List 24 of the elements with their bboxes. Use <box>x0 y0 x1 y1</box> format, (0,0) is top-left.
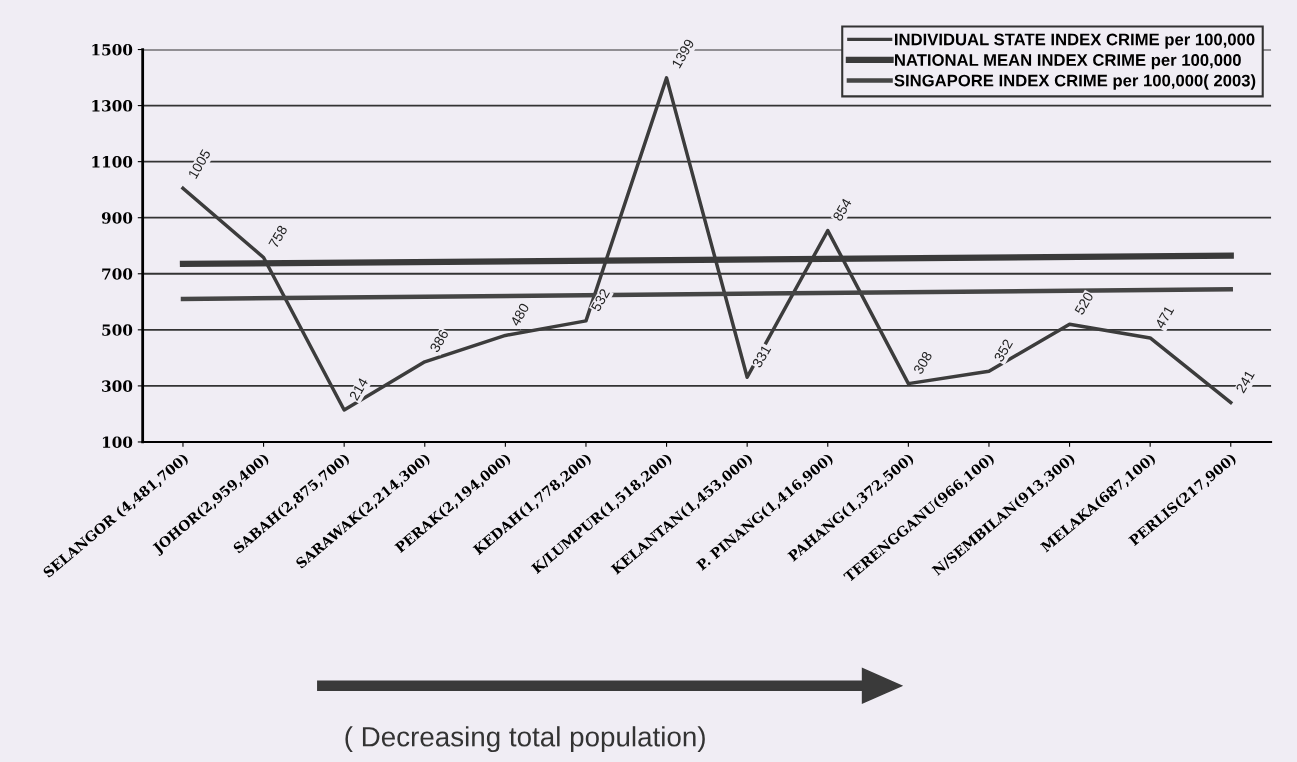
y-tick-label: 900 <box>101 212 133 224</box>
data-label: 854 <box>832 197 853 222</box>
data-label: 331 <box>751 344 772 369</box>
y-tick-label: 1100 <box>92 156 133 168</box>
data-label: 386 <box>429 328 449 353</box>
y-tick-label: 1500 <box>92 44 133 56</box>
y-tick-label: 1300 <box>92 100 133 112</box>
data-label: 241 <box>1235 369 1255 394</box>
y-tick-label: 300 <box>102 380 133 392</box>
data-label: 520 <box>1074 291 1094 316</box>
text: ( Decreasing total population) <box>345 726 705 753</box>
y-tick-label: 700 <box>102 268 133 280</box>
y-tick-label: 100 <box>102 436 133 448</box>
data-label: 214 <box>348 376 369 401</box>
data-label: 480 <box>509 302 530 327</box>
legend-label: NATIONAL MEAN INDEX CRIME per 100,000 <box>895 54 1241 70</box>
legend-label: SINGAPORE INDEX CRIME per 100,000( 2003) <box>894 74 1256 90</box>
data-label: 352 <box>993 338 1014 363</box>
data-label: 532 <box>590 288 611 313</box>
data-label: 471 <box>1154 305 1175 330</box>
data-label: 758 <box>268 224 288 249</box>
y-tick-label: 500 <box>102 324 133 336</box>
data-label: 308 <box>912 350 933 375</box>
legend-label: INDIVIDUAL STATE INDEX CRIME per 100,000 <box>895 33 1255 49</box>
